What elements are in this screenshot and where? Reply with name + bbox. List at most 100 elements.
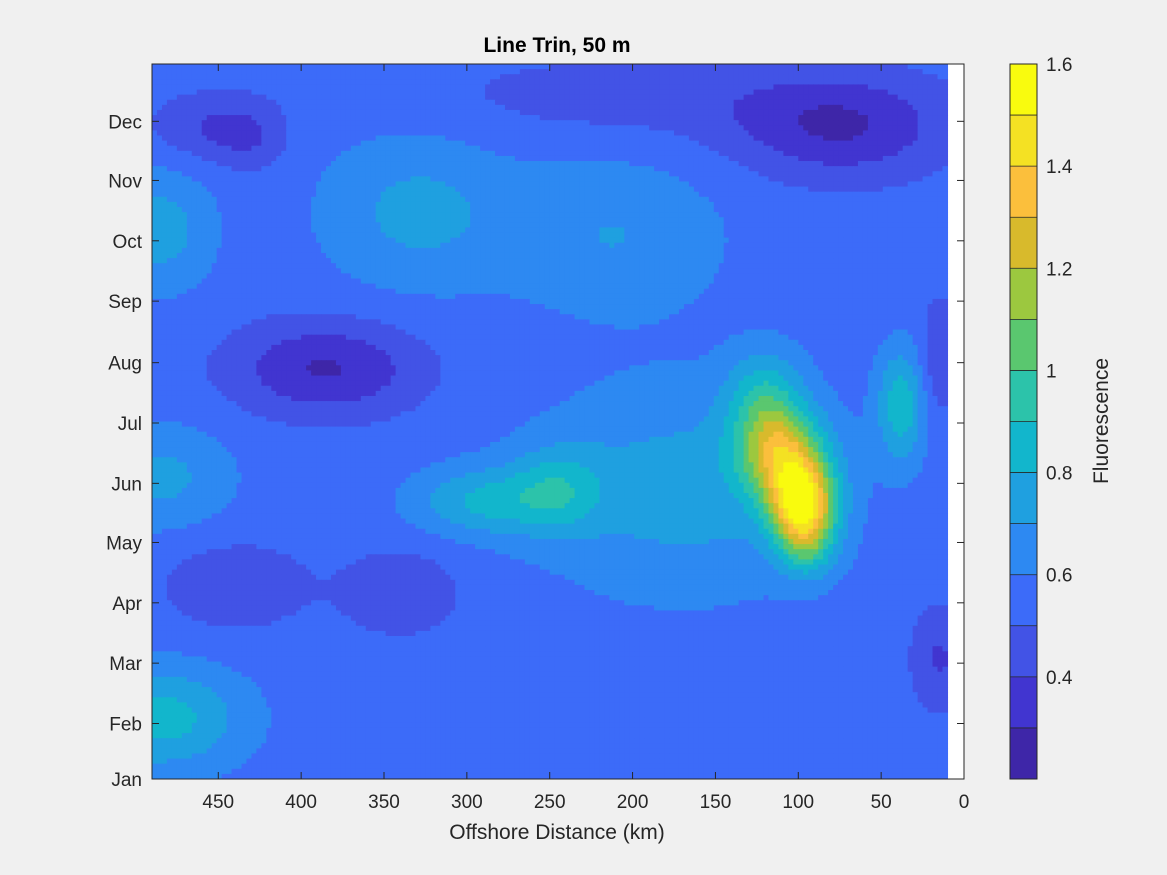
contour-cell	[768, 145, 775, 152]
contour-cell	[475, 115, 481, 121]
contour-cell	[813, 150, 819, 157]
contour-cell	[639, 176, 645, 183]
contour-cell	[813, 217, 819, 223]
contour-cell	[813, 94, 819, 101]
contour-cell	[350, 181, 357, 188]
contour-cell	[852, 109, 859, 116]
contour-cell	[619, 155, 625, 162]
contour-cell	[206, 207, 213, 213]
contour-cell	[460, 135, 466, 142]
contour-cell	[400, 207, 407, 213]
contour-cell	[534, 176, 541, 183]
contour-cell	[276, 135, 282, 142]
contour-cell	[554, 181, 561, 188]
contour-cell	[569, 99, 576, 106]
contour-cell	[753, 191, 760, 198]
contour-cell	[773, 64, 779, 70]
contour-cell	[833, 99, 839, 106]
contour-cell	[917, 171, 924, 177]
contour-cell	[524, 166, 531, 172]
contour-cell	[559, 115, 566, 121]
contour-cell	[181, 125, 188, 131]
contour-cell	[917, 94, 924, 101]
contour-cell	[649, 104, 655, 111]
contour-cell	[415, 120, 422, 126]
contour-cell	[559, 145, 566, 152]
contour-cell	[345, 84, 352, 91]
contour-cell	[723, 79, 730, 86]
contour-cell	[897, 135, 904, 142]
contour-cell	[674, 115, 680, 121]
contour-cell	[405, 212, 412, 218]
contour-cell	[619, 207, 625, 213]
contour-cell	[574, 104, 581, 111]
contour-cell	[236, 181, 243, 188]
contour-cell	[450, 161, 456, 167]
contour-cell	[286, 120, 292, 126]
contour-cell	[664, 104, 670, 111]
contour-cell	[624, 217, 630, 223]
contour-cell	[221, 171, 228, 177]
contour-cell	[788, 99, 794, 106]
contour-cell	[405, 140, 412, 147]
contour-cell	[509, 166, 516, 172]
contour-cell	[291, 217, 297, 223]
contour-cell	[604, 191, 610, 198]
contour-cell	[823, 89, 829, 96]
contour-cell	[166, 84, 173, 91]
contour-cell	[594, 186, 601, 193]
contour-cell	[718, 171, 725, 177]
contour-cell	[892, 150, 899, 157]
contour-cell	[624, 212, 630, 218]
contour-cell	[286, 130, 292, 137]
contour-cell	[276, 145, 282, 152]
contour-cell	[261, 79, 267, 86]
contour-cell	[828, 130, 834, 137]
contour-cell	[465, 115, 471, 121]
contour-cell	[271, 64, 277, 70]
contour-cell	[166, 191, 173, 198]
contour-cell	[509, 171, 516, 177]
contour-cell	[216, 79, 223, 86]
contour-cell	[728, 120, 735, 126]
contour-cell	[867, 201, 874, 208]
contour-cell	[912, 196, 919, 203]
contour-cell	[654, 176, 660, 183]
contour-cell	[634, 104, 640, 111]
contour-cell	[614, 217, 620, 223]
contour-cell	[206, 109, 213, 116]
contour-cell	[639, 140, 645, 147]
contour-cell	[221, 140, 228, 147]
contour-cell	[579, 201, 586, 208]
contour-cell	[843, 64, 849, 70]
contour-cell	[152, 64, 158, 70]
contour-cell	[216, 150, 223, 157]
contour-cell	[311, 222, 317, 229]
contour-cell	[698, 84, 705, 91]
contour-cell	[186, 161, 193, 167]
contour-cell	[385, 176, 392, 183]
contour-cell	[877, 212, 884, 218]
contour-cell	[659, 140, 665, 147]
contour-cell	[410, 94, 417, 101]
contour-cell	[753, 135, 760, 142]
contour-cell	[166, 79, 173, 86]
contour-cell	[594, 89, 601, 96]
contour-cell	[664, 140, 670, 147]
contour-cell	[848, 115, 854, 121]
contour-cell	[196, 166, 203, 172]
contour-cell	[644, 79, 650, 86]
contour-cell	[688, 74, 695, 80]
contour-cell	[495, 171, 501, 177]
contour-cell	[872, 145, 879, 152]
contour-cell	[445, 207, 451, 213]
contour-cell	[808, 99, 814, 106]
contour-cell	[152, 196, 158, 203]
contour-cell	[246, 120, 253, 126]
contour-cell	[405, 89, 412, 96]
contour-cell	[191, 84, 198, 91]
contour-cell	[773, 161, 779, 167]
contour-cell	[619, 130, 625, 137]
contour-cell	[256, 212, 262, 218]
contour-cell	[524, 130, 531, 137]
